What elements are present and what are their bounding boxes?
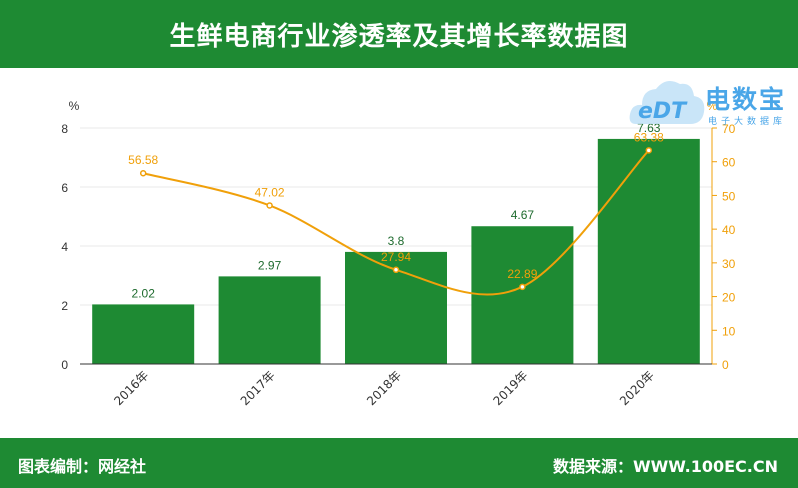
line-point xyxy=(266,202,273,209)
y-tick-label: 6 xyxy=(61,181,68,195)
y2-tick-label: 0 xyxy=(722,358,729,372)
y2-axis-unit: % xyxy=(707,99,718,113)
header-bar: 生鲜电商行业渗透率及其增长率数据图 xyxy=(0,0,798,68)
bar-value-label: 3.8 xyxy=(388,234,405,248)
line-point xyxy=(139,169,147,177)
chart-area: 0 2 4 6 8% 0 10 20 30 40 50 60 70% 2.02 2.97 3.8 4.67 7.6… xyxy=(61,99,736,408)
x-tick-label: 2016年 xyxy=(111,368,151,408)
line-value-label: 47.02 xyxy=(255,185,285,199)
bar-value-label: 2.02 xyxy=(132,286,156,300)
y2-tick-label: 20 xyxy=(722,291,736,305)
bar xyxy=(597,138,700,364)
logo-mark: eDT xyxy=(638,99,688,124)
logo-text: 电数宝 xyxy=(705,85,787,114)
y2-tick-label: 60 xyxy=(722,156,736,170)
y-tick-label: 0 xyxy=(61,358,68,372)
y-tick-label: 2 xyxy=(61,299,68,313)
y2-tick-label: 30 xyxy=(722,257,736,271)
line-value-label: 27.94 xyxy=(381,250,411,264)
line-value-label: 22.89 xyxy=(507,267,537,281)
line-point xyxy=(519,283,526,291)
y-tick-label: 4 xyxy=(61,240,68,254)
line-value-label: 63.38 xyxy=(634,130,664,144)
line-value-label: 56.58 xyxy=(128,153,158,167)
footer-credit: 图表编制：网经社 xyxy=(18,457,147,476)
y-axis-unit: % xyxy=(69,99,80,113)
y2-tick-label: 50 xyxy=(722,189,736,203)
logo-subtext: 电子大数据库 xyxy=(708,117,787,127)
y-tick-label: 8 xyxy=(61,122,68,136)
bar-value-label: 7.63 xyxy=(637,121,661,135)
x-tick-label: 2018年 xyxy=(364,368,404,408)
bar-value-label: 2.97 xyxy=(258,258,282,272)
x-tick-label: 2019年 xyxy=(491,368,531,408)
footer-source: 数据来源：WWW.100EC.CN xyxy=(552,457,778,476)
line-point xyxy=(645,147,653,154)
bar xyxy=(92,304,195,364)
page-title: 生鲜电商行业渗透率及其增长率数据图 xyxy=(169,21,629,52)
bar xyxy=(218,276,321,364)
x-tick-label: 2017年 xyxy=(238,368,278,408)
line-point xyxy=(392,266,400,274)
x-tick-label: 2020年 xyxy=(617,368,657,408)
footer-bar: 图表编制：网经社 数据来源：WWW.100EC.CN xyxy=(0,438,798,488)
y2-tick-label: 70 xyxy=(722,122,736,136)
bar-value-label: 4.67 xyxy=(511,208,535,222)
cloud-logo-icon: eDT xyxy=(629,80,705,124)
y2-tick-label: 40 xyxy=(722,223,736,237)
y2-tick-label: 10 xyxy=(722,324,736,338)
